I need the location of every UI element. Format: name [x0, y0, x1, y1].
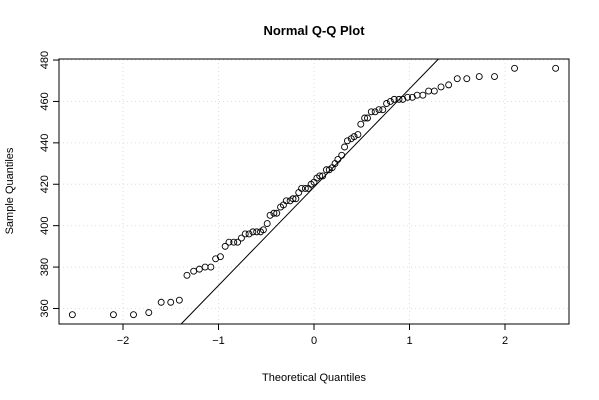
data-point [404, 93, 412, 101]
data-point [109, 311, 117, 319]
data-point [357, 120, 365, 128]
data-point [207, 263, 215, 271]
data-point [390, 95, 398, 103]
data-point [289, 195, 297, 203]
data-point [190, 267, 198, 275]
data-point [350, 133, 358, 141]
data-point [361, 114, 369, 122]
data-point [216, 253, 224, 261]
reference-line [180, 58, 439, 325]
data-point [386, 97, 394, 105]
data-point [491, 73, 498, 81]
data-point [270, 209, 278, 217]
data-point [367, 108, 375, 116]
chart-title: Normal Q-Q Plot [263, 23, 365, 38]
y-tick-label: 420 [39, 175, 51, 193]
data-point [183, 271, 191, 279]
data-point [343, 137, 351, 145]
x-tick-label: 0 [311, 335, 317, 347]
data-point [130, 311, 137, 319]
data-point [295, 189, 303, 196]
data-point [364, 114, 371, 122]
data-point [167, 298, 175, 306]
data-points [68, 64, 560, 319]
data-point [445, 81, 453, 89]
data-point [316, 172, 324, 180]
y-tick-label: 360 [39, 299, 51, 317]
y-tick-label: 440 [39, 134, 51, 152]
y-tick-label: 480 [39, 51, 51, 69]
data-point [157, 298, 165, 306]
data-point [453, 75, 461, 83]
grid [59, 59, 569, 324]
x-tick-label: 1 [406, 335, 412, 347]
data-point [249, 228, 257, 236]
data-point [425, 87, 433, 95]
data-point [371, 108, 379, 116]
data-point [225, 238, 233, 246]
x-tick-label: −1 [212, 335, 225, 347]
x-tick-label: −2 [117, 335, 130, 347]
data-point [282, 197, 290, 205]
data-point [263, 220, 271, 228]
data-point [234, 238, 242, 246]
data-point [221, 242, 229, 250]
data-point [383, 100, 391, 107]
y-tick-label: 400 [39, 216, 51, 234]
data-point [419, 91, 427, 99]
y-axis: 360 380 400 420 440 460 480 [39, 51, 59, 318]
x-tick-label: 2 [502, 335, 508, 347]
data-point [375, 106, 383, 114]
data-point [292, 195, 300, 203]
data-point [395, 95, 403, 103]
data-point [511, 64, 519, 72]
data-point [338, 151, 346, 159]
data-point [175, 296, 183, 304]
data-point [241, 230, 249, 238]
data-point [341, 143, 349, 151]
data-point [301, 184, 309, 192]
data-point [266, 211, 274, 219]
qq-line [180, 58, 439, 325]
data-point [237, 234, 245, 242]
x-axis: −2 −1 0 1 2 [117, 324, 508, 347]
data-point [245, 230, 253, 238]
data-point [552, 64, 560, 72]
data-point [475, 73, 483, 81]
data-point [273, 209, 281, 217]
y-tick-label: 460 [39, 92, 51, 110]
data-point [298, 184, 306, 192]
y-tick-label: 380 [39, 258, 51, 276]
data-point [145, 309, 153, 317]
data-point [430, 87, 438, 95]
data-point [253, 228, 261, 236]
data-point [463, 75, 471, 83]
data-point [354, 131, 362, 139]
data-point [68, 311, 76, 319]
data-point [230, 238, 238, 246]
data-point [259, 226, 267, 234]
data-point [379, 106, 387, 114]
data-point [437, 83, 445, 91]
x-axis-label: Theoretical Quantiles [262, 372, 366, 384]
y-axis-label: Sample Quantiles [4, 147, 16, 234]
